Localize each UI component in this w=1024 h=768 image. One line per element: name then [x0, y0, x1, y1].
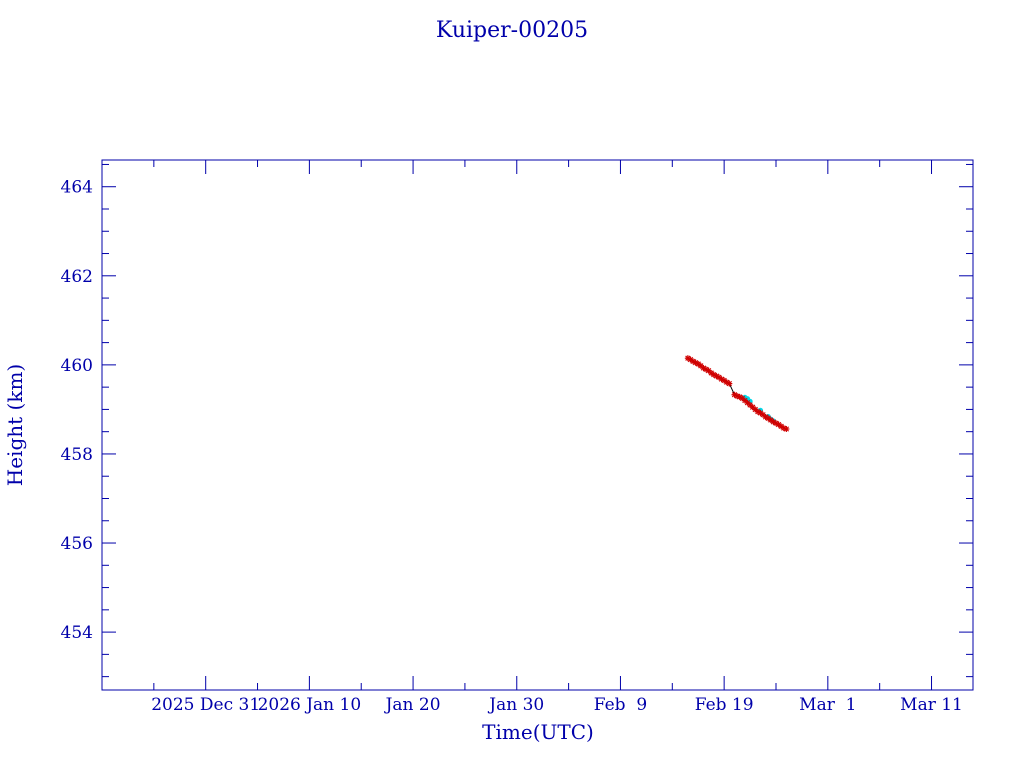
x-tick-label: Mar 11	[900, 695, 963, 715]
x-tick-label: 2026 Jan 10	[258, 695, 362, 715]
y-tick-label: 458	[61, 445, 93, 465]
connector-line	[728, 383, 735, 395]
x-tick-label: Mar 1	[799, 695, 856, 715]
chart-title: Kuiper-00205	[436, 18, 588, 43]
x-axis-label: Time(UTC)	[482, 720, 594, 744]
plot-frame	[101, 159, 974, 691]
y-tick-label: 456	[61, 534, 93, 554]
data-point	[783, 426, 790, 433]
y-axis-label: Height (km)	[3, 364, 27, 486]
connector-layer	[728, 383, 735, 395]
y-tick-label: 462	[61, 267, 93, 287]
series-layer	[684, 355, 790, 433]
x-tick-label: Feb 19	[695, 695, 754, 715]
y-axis: 454 456 458 460 462 464	[61, 163, 973, 678]
x-tick-label: 2025 Dec 31	[151, 695, 260, 715]
x-tick-label: Feb 9	[594, 695, 647, 715]
y-tick-label: 460	[61, 356, 93, 376]
x-tick-label: Jan 20	[384, 695, 441, 715]
y-tick-label: 464	[61, 178, 93, 198]
x-tick-label: Jan 30	[487, 695, 544, 715]
y-tick-label: 454	[61, 623, 93, 643]
data-point	[726, 380, 733, 387]
